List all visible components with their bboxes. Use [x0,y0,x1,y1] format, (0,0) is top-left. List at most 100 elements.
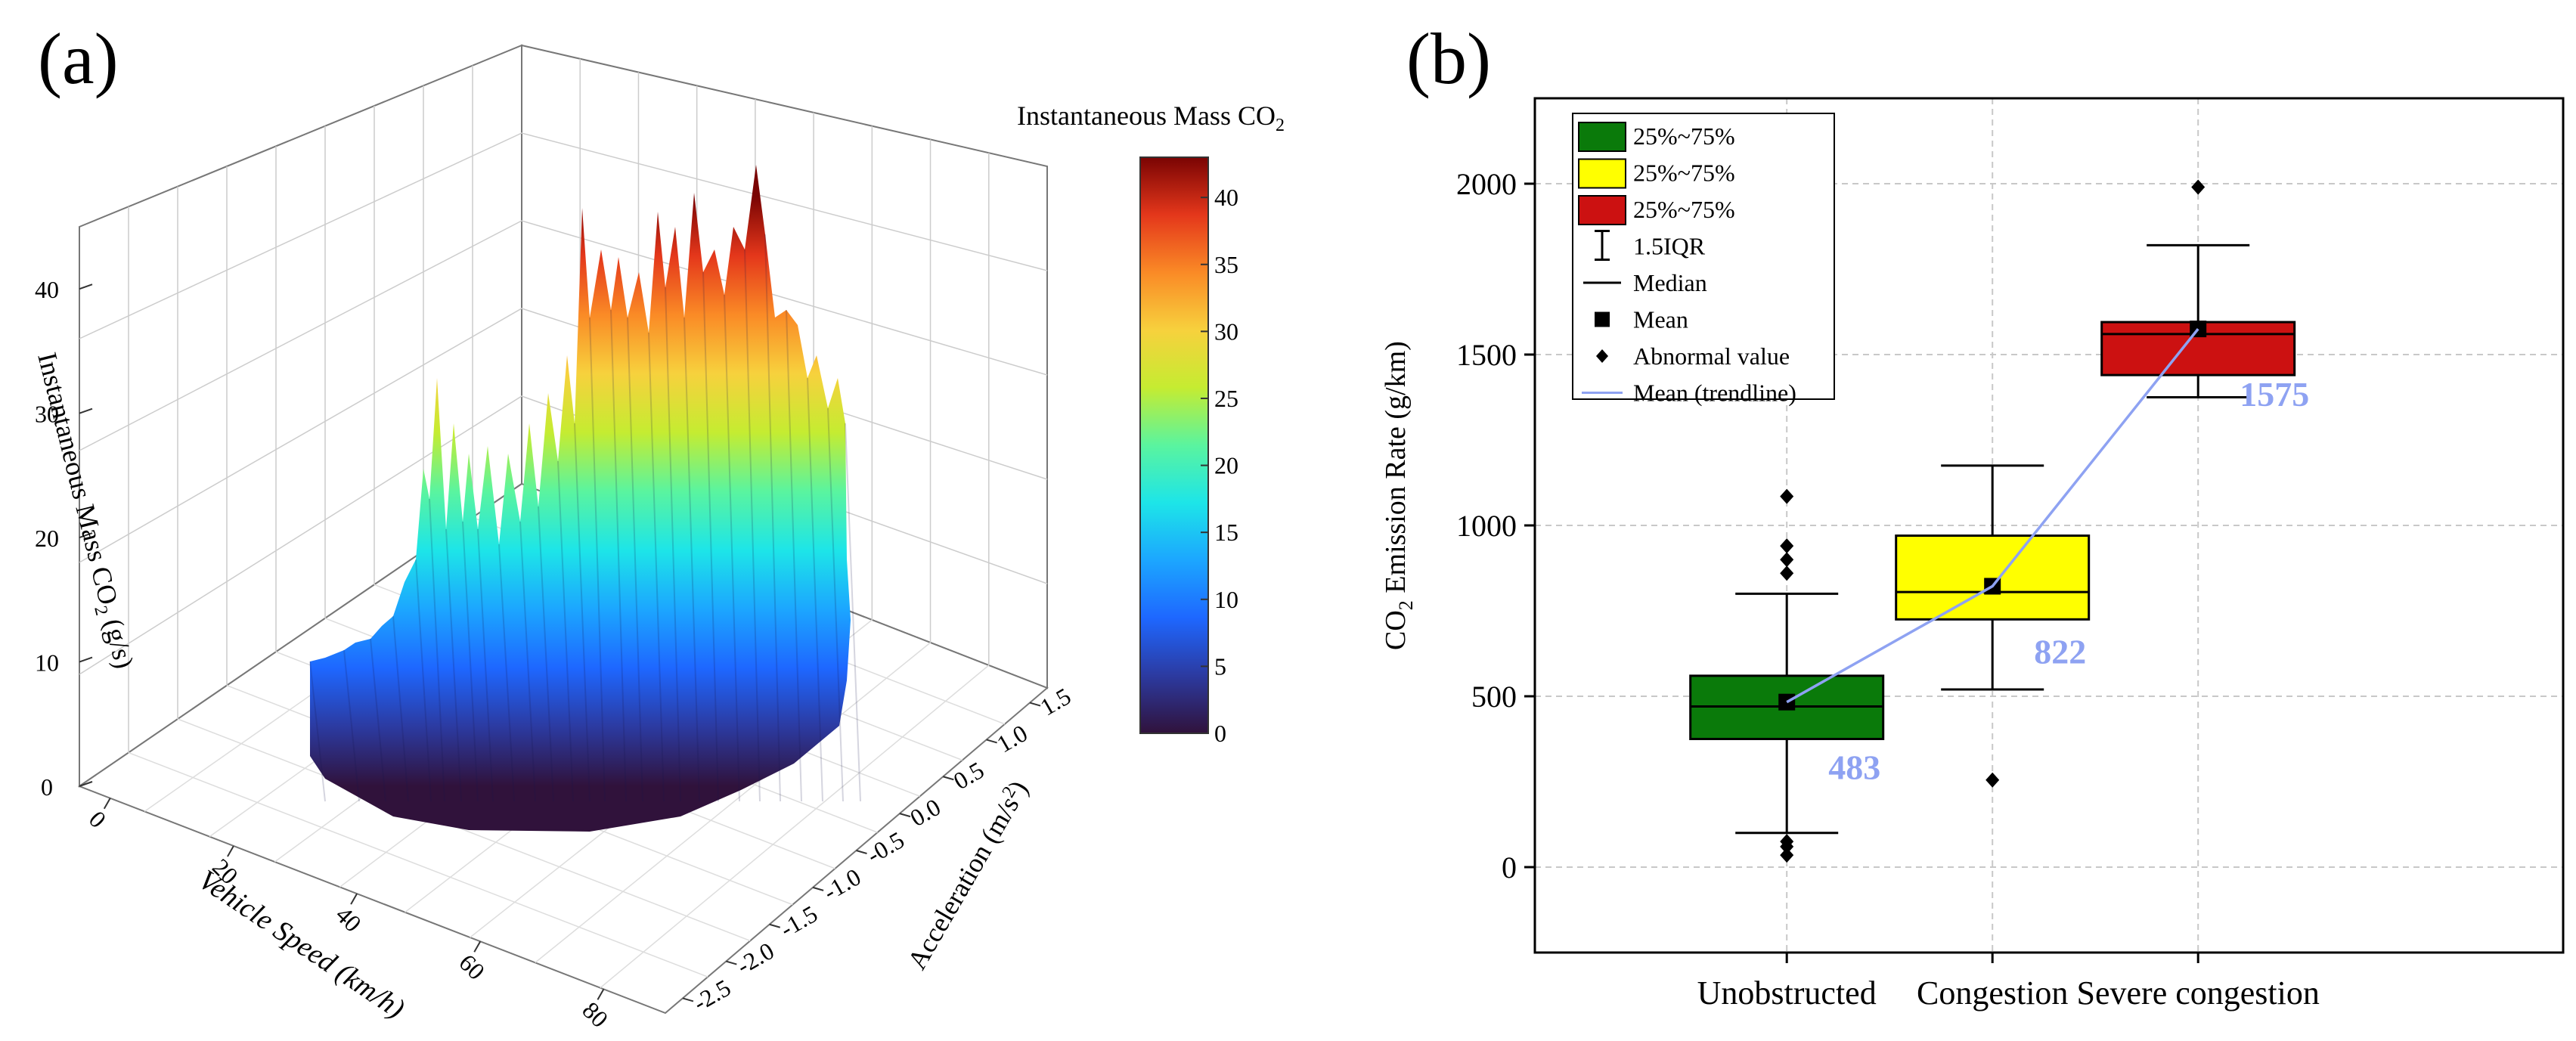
legend-swatch-box-2 [1578,195,1626,225]
x-axis-ticks: Unobstructed Congestion Severe congestion [1697,953,2320,1012]
outlier-0-3 [1780,565,1794,581]
y-tick-label-0: 0 [1502,850,1517,885]
y-tick-6 [769,923,781,928]
x-tick-0 [103,798,111,810]
z-tick-0 [79,781,93,787]
mean-label-1: 822 [2034,632,2086,671]
z-tick-label-2: 20 [35,525,59,552]
z-tick-1 [79,656,93,663]
y-axis-label-rest: Emission Rate (g/km) [1380,341,1412,600]
surface-ridge-20 [519,521,536,802]
z-tick-3 [79,407,93,414]
grid-h-2 [79,308,1048,563]
x-tick-label-4: 80 [577,996,613,1033]
x-tick-label-2: 40 [330,901,367,937]
surface-ridge-38 [684,317,700,802]
mean-trendline [1786,328,2199,704]
surface-ridge-44 [744,249,761,802]
y-tick-2 [942,776,954,781]
surface-ridge-52 [827,407,844,802]
y-axis-label-prefix: CO [1380,610,1412,650]
colorbar-tick-label-6: 30 [1214,318,1238,345]
y-axis-ticks: 0 500 1000 1500 2000 [1456,167,1535,885]
surface-ridge-26 [574,423,591,802]
colorbar [1139,156,1209,734]
panel-b-label: (b) [1406,18,1491,99]
surface-ridge-4 [370,638,386,802]
surface-ridge-54 [845,423,861,802]
y-tick-label-1: 500 [1471,680,1517,714]
outlier-2-0 [2191,179,2206,195]
colorbar-tick-label-2: 10 [1214,586,1238,613]
panel-b-boxplot: (b) 0 500 1000 1500 2000 Unobstructed Congest… [1380,18,2565,1012]
y-tick-3 [899,813,911,818]
trendline [1786,328,2199,704]
surface-ridge-12 [445,528,462,802]
z-tick-4 [79,283,93,290]
colorbar-tick-label-1: 5 [1214,652,1226,680]
outlier-1-0 [1985,772,2000,788]
surface-ridge-22 [538,506,554,802]
y-tick-label-3: 1500 [1456,338,1517,372]
grid-floor-a-8 [600,665,990,989]
y-tick-8 [682,997,694,1002]
grid-h-4 [79,132,1048,339]
surface-ridge-36 [665,287,681,802]
grid-floor-b-1 [128,751,708,977]
grid-h-1 [79,395,1048,675]
surface [309,165,861,832]
grid-h-3 [79,220,1048,451]
surface-ridge-6 [392,615,409,802]
outlier-0-5 [1780,538,1794,554]
surface-ridge-14 [462,521,479,802]
legend-label-3: 1.5IQR [1633,233,1706,260]
legend-label-2: 25%~75% [1633,196,1735,223]
y-tick-7 [726,960,737,965]
outlier-0-0 [1780,847,1794,863]
outlier-0-4 [1780,552,1794,568]
surface-ridge-32 [627,317,643,802]
legend-label-4: Median [1633,269,1707,296]
y-axis-label-sub: 2 [1395,600,1417,610]
colorbar-tick-label-7: 35 [1214,251,1238,278]
legend-swatch-diamond-6 [1596,349,1608,363]
grid-floor-b-2 [177,718,751,942]
legend-label-6: Abnormal value [1633,342,1790,370]
z-axis-ticks: 0 10 20 30 40 [35,276,93,801]
y-tick-0 [1029,702,1041,707]
colorbar-tick-label-5: 25 [1214,385,1238,412]
colorbar-title-text: Instantaneous Mass CO [1017,101,1276,131]
box-2 [2100,179,2296,398]
surface-ridge-8 [415,559,432,802]
x-tick-2 [350,893,358,905]
z-tick-label-0: 0 [41,773,53,801]
mean-labels: 483 822 1575 [1828,375,2309,787]
box-1 [1895,464,2091,788]
legend-label-7: Mean (trendline) [1633,380,1796,407]
y-tick-5 [812,886,824,891]
colorbar-tick-label-4: 20 [1214,452,1238,479]
surface-ridge-24 [557,460,574,802]
y-tick-label-4: 2000 [1456,167,1517,201]
surface-ridge-30 [610,309,627,802]
surface-ridge-28 [589,317,606,802]
legend-label-0: 25%~75% [1633,122,1735,150]
surface-ridge-42 [724,294,740,802]
outlier-0-6 [1780,488,1794,504]
surface-ridge-0 [309,661,326,802]
z-tick-2 [79,532,93,539]
surface-ridge-2 [343,649,360,802]
x-tick-4 [597,988,605,1000]
x-tick-label-2: Severe congestion [2077,974,2320,1012]
x-tick-label-1: Congestion [1917,974,2068,1012]
y-tick-label-2: 1000 [1456,509,1517,543]
z-tick-label-1: 10 [35,649,59,677]
surface-ridge-16 [477,528,494,802]
x-tick-label-0: 0 [84,805,112,833]
legend-swatch-box-0 [1578,122,1626,152]
outlier-0-2 [1780,834,1794,850]
colorbar-tick-label-3: 15 [1214,519,1238,546]
legend-label-1: 25%~75% [1633,160,1735,187]
